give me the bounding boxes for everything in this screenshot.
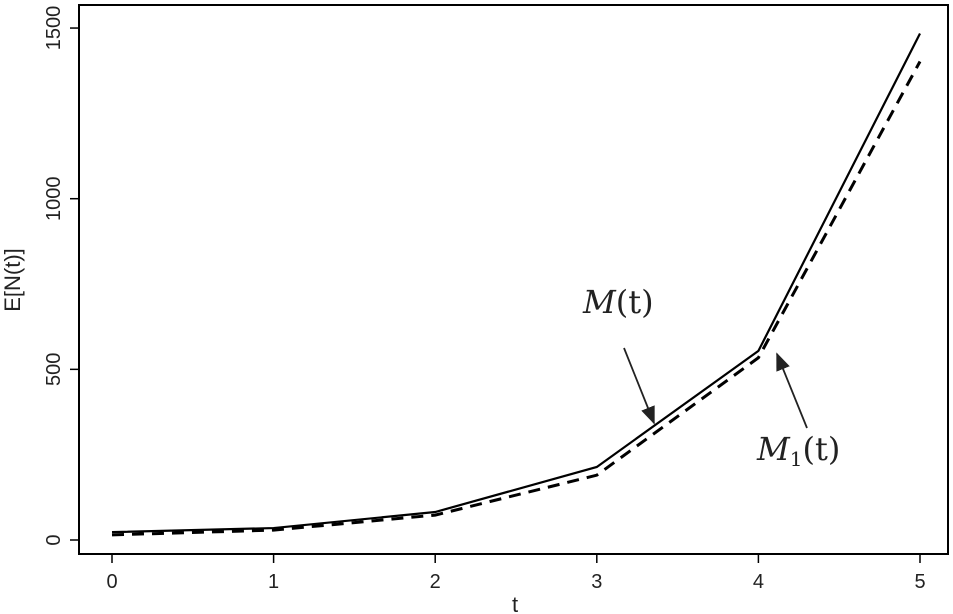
- annotation-arrow-m1: [776, 352, 808, 429]
- x-tick-label: 0: [106, 571, 117, 593]
- annotation-arrow-m: [623, 347, 655, 425]
- series-line-m1: [111, 60, 922, 537]
- x-tick-label: 3: [591, 571, 602, 593]
- y-tick-label: 0: [43, 534, 65, 545]
- x-axis-label: t: [512, 592, 518, 614]
- x-tick-label: 2: [430, 571, 441, 593]
- y-tick-label: 1500: [43, 6, 65, 51]
- y-axis-label: E[N(t)]: [0, 248, 25, 312]
- x-tick-label: 1: [268, 571, 279, 593]
- y-tick-label: 500: [43, 353, 65, 386]
- series-line-m: [111, 33, 921, 534]
- annotation-m1: M1(t): [756, 430, 840, 471]
- annotation-m: M(t): [582, 283, 654, 321]
- x-tick-label: 5: [914, 571, 925, 593]
- y-tick-label: 1000: [43, 176, 65, 221]
- x-tick-label: 4: [753, 571, 764, 593]
- plot-frame: [78, 4, 949, 555]
